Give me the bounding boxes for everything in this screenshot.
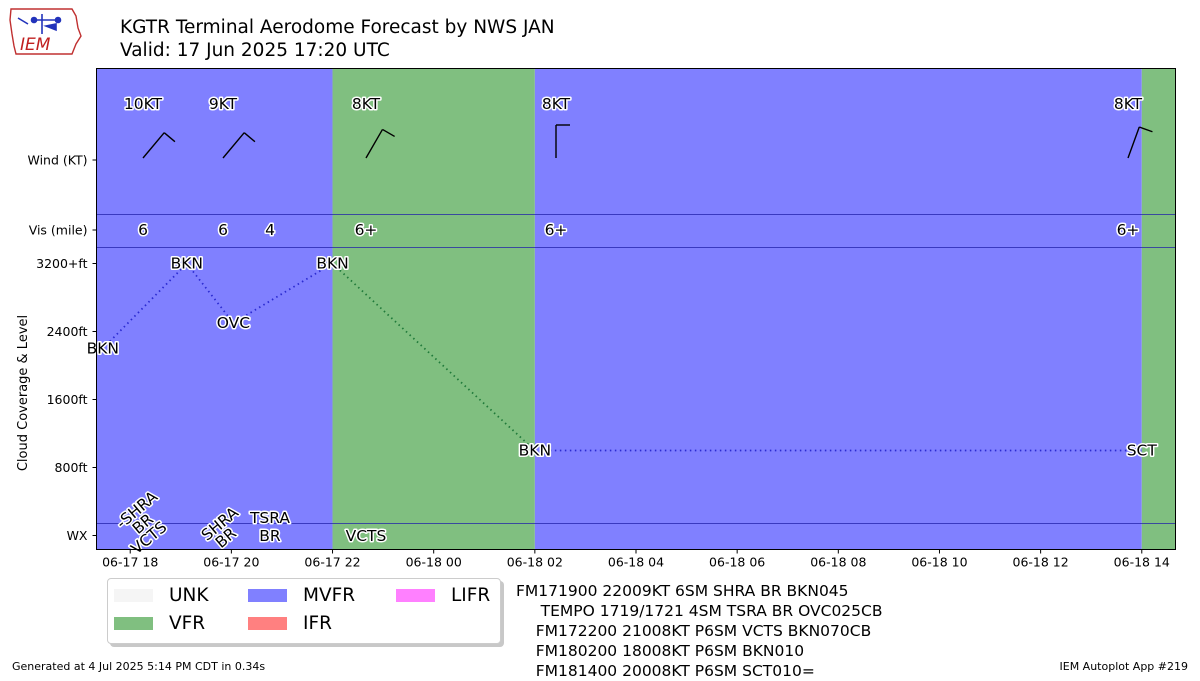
taf-line: FM172200 21008KT P6SM VCTS BKN070CB — [516, 622, 872, 640]
cloud-level-segment — [232, 262, 333, 324]
wind-barb-flag — [382, 128, 395, 138]
y-tick-label: Vis (mile) — [29, 223, 88, 238]
legend-item-unk: UNK — [114, 585, 209, 606]
cloud-coverage-label: BKN — [316, 255, 348, 273]
cloud-coverage-label: BKN — [171, 255, 203, 273]
weather-station-icon — [17, 14, 62, 34]
wind-barb-icon — [222, 132, 256, 159]
taf-chart: 10KT6BKN-SHRABRVCTS9KT6BKNSHRABR4OVCTSRA… — [16, 68, 1176, 570]
cloud-level-segment — [331, 262, 536, 452]
x-tick-label: 06-18 08 — [810, 555, 866, 570]
x-tick-label: 06-17 22 — [304, 555, 360, 570]
footer-app: IEM Autoplot App #219 — [1059, 660, 1189, 673]
legend: UNK VFR MVFR IFR LIFR — [107, 578, 501, 644]
y-axis-label: Cloud Coverage & Level — [16, 315, 31, 471]
band-mvfr — [534, 68, 1142, 550]
legend-label: LIFR — [451, 585, 491, 606]
visibility-label: 6 — [138, 221, 148, 239]
x-tick-label: 06-18 02 — [507, 555, 563, 570]
y-tick-label: 800ft — [55, 460, 88, 475]
wx-label: TSRA — [249, 509, 290, 527]
wind-speed-label: 8KT — [352, 95, 381, 113]
legend-swatch — [114, 589, 153, 602]
wind-barb-shaft — [222, 132, 245, 159]
x-tick-label: 06-17 20 — [203, 555, 259, 570]
wind-barb-flag — [1139, 126, 1153, 133]
y-tick-label: Wind (KT) — [27, 153, 87, 168]
wx-label: BR — [259, 527, 281, 545]
taf-line: FM180200 18008KT P6SM BKN010 — [516, 642, 805, 660]
x-tick-label: 06-18 14 — [1114, 555, 1170, 570]
x-tick-label: 06-17 18 — [102, 555, 158, 570]
visibility-label: 4 — [265, 221, 275, 239]
x-tick-label: 06-18 04 — [608, 555, 664, 570]
visibility-label: 6+ — [545, 221, 568, 239]
legend-item-lifr: LIFR — [396, 585, 490, 606]
y-tick-label: 2400ft — [47, 324, 88, 339]
cloud-coverage-label: OVC — [217, 314, 250, 332]
wx-label: VCTS — [346, 527, 387, 545]
x-tick-label: 06-18 06 — [709, 555, 765, 570]
legend-item-ifr: IFR — [248, 613, 332, 634]
band-vfr — [332, 68, 535, 550]
cloud-coverage-label: BKN — [87, 340, 119, 358]
taf-line: FM181400 20008KT P6SM SCT010= — [516, 662, 815, 680]
axes: 06-17 18 06-17 20 06-17 22 06-18 00 06-18 02… — [27, 153, 1169, 570]
wind-speed-label: 10KT — [124, 95, 163, 113]
y-tick-label: 1600ft — [47, 392, 88, 407]
cloud-coverage-label: BKN — [519, 442, 551, 460]
taf-text: FM171900 22009KT 6SM SHRA BR BKN045 TEMP… — [516, 581, 883, 681]
cloud-coverage-label: SCT — [1127, 442, 1158, 460]
legend-label: MVFR — [303, 585, 356, 606]
y-tick-label: 3200+ft — [36, 256, 87, 271]
taf-line: TEMPO 1719/1721 4SM TSRA BR OVC025CB — [516, 602, 883, 620]
logo-text: IEM — [20, 35, 51, 55]
visibility-label: 6 — [218, 221, 228, 239]
y-tick-label: WX — [67, 528, 88, 543]
legend-swatch — [248, 617, 287, 630]
x-tick-label: 06-18 12 — [1013, 555, 1069, 570]
footer-generated: Generated at 4 Jul 2025 5:14 PM CDT in 0… — [12, 660, 266, 673]
x-tick-label: 06-18 10 — [911, 555, 967, 570]
x-tick-label: 06-18 00 — [406, 555, 462, 570]
legend-swatch — [396, 589, 435, 602]
taf-line: FM171900 22009KT 6SM SHRA BR BKN045 — [516, 582, 849, 600]
legend-swatch — [248, 589, 287, 602]
wind-barb-flag — [163, 132, 176, 143]
legend-label: IFR — [303, 613, 332, 634]
visibility-label: 6+ — [355, 221, 378, 239]
legend-item-vfr: VFR — [114, 613, 205, 634]
legend-label: VFR — [169, 613, 206, 634]
chart-subtitle: Valid: 17 Jun 2025 17:20 UTC — [120, 40, 390, 61]
wind-barb-icon — [555, 124, 570, 158]
wind-barb-icon — [142, 132, 176, 159]
iem-logo: IEM — [9, 8, 82, 55]
wind-speed-label: 9KT — [209, 95, 238, 113]
wind-barb-shaft — [365, 129, 384, 159]
band-mvfr — [96, 68, 333, 550]
legend-swatch — [114, 617, 153, 630]
wind-barb-shaft — [142, 132, 165, 159]
visibility-label: 6+ — [1117, 221, 1140, 239]
band-vfr — [1141, 68, 1176, 550]
wind-barb-icon — [1127, 126, 1153, 159]
chart-title: KGTR Terminal Aerodome Forecast by NWS J… — [120, 17, 555, 38]
category-bands — [96, 68, 1176, 550]
legend-label: UNK — [169, 585, 209, 606]
cloud-level-lines — [102, 262, 1142, 452]
row-separators — [96, 214, 1176, 524]
wind-speed-label: 8KT — [1114, 95, 1143, 113]
legend-item-mvfr: MVFR — [248, 585, 355, 606]
wind-barb-icon — [365, 128, 395, 159]
wind-barb-shaft — [1127, 126, 1140, 159]
wind-barb-flag — [243, 132, 256, 143]
wind-speed-label: 8KT — [542, 95, 571, 113]
